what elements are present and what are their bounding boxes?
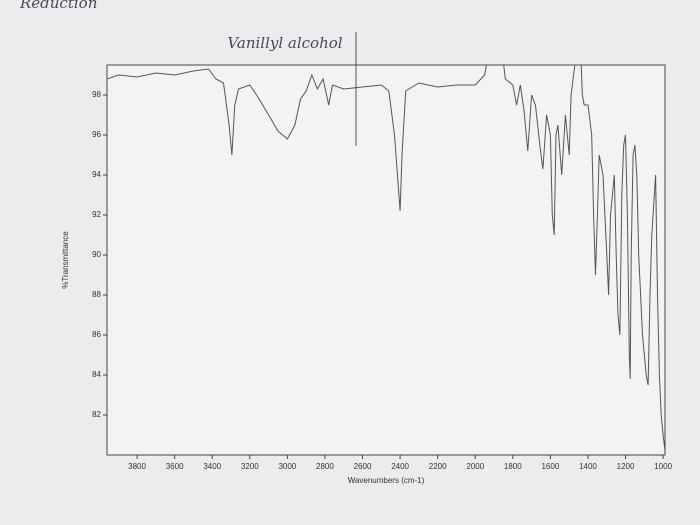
x-tick-label: 2800 <box>316 462 334 471</box>
x-tick-label: 1200 <box>617 462 635 471</box>
y-tick-label: 86 <box>92 330 101 339</box>
annotation: Reduction <box>19 0 97 12</box>
x-tick-label: 1000 <box>654 462 672 471</box>
x-tick-label: 2400 <box>391 462 409 471</box>
x-axis-label: Wavenumbers (cm-1) <box>348 476 425 485</box>
x-tick-label: 1400 <box>579 462 597 471</box>
y-tick-label: 90 <box>92 250 101 259</box>
x-tick-label: 2000 <box>466 462 484 471</box>
x-tick-label: 1800 <box>504 462 522 471</box>
y-tick-label: 92 <box>92 210 101 219</box>
y-tick-label: 82 <box>92 410 101 419</box>
y-tick-label: 84 <box>92 370 101 379</box>
x-tick-label: 3400 <box>203 462 221 471</box>
spectrum-line <box>107 65 665 452</box>
x-tick-label: 2600 <box>354 462 372 471</box>
y-tick-label: 88 <box>92 290 101 299</box>
plot-frame <box>106 64 666 456</box>
x-tick-label: 3600 <box>166 462 184 471</box>
y-tick-label: 94 <box>92 170 101 179</box>
x-tick-label: 1600 <box>541 462 559 471</box>
x-tick-label: 3000 <box>278 462 296 471</box>
chart-title: Vanillyl alcohol <box>227 34 342 52</box>
x-tick-label: 3200 <box>241 462 259 471</box>
y-tick-label: 98 <box>92 90 101 99</box>
y-tick-label: 96 <box>92 130 101 139</box>
x-tick-label: 3800 <box>128 462 146 471</box>
y-axis-label: %Transmittance <box>61 231 70 289</box>
x-tick-label: 2200 <box>429 462 447 471</box>
